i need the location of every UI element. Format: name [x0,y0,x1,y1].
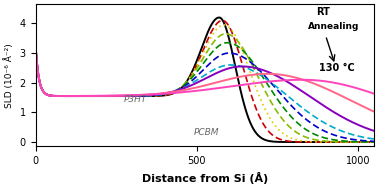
Text: RT: RT [316,7,330,17]
Y-axis label: SLD (10⁻⁶ Å⁻²): SLD (10⁻⁶ Å⁻²) [4,43,14,108]
Text: 130 °C: 130 °C [319,63,355,73]
Text: Annealing: Annealing [308,22,359,31]
Text: P3HT: P3HT [124,95,147,104]
Text: PCBM: PCBM [194,128,219,137]
X-axis label: Distance from Si (Å): Distance from Si (Å) [142,172,268,184]
